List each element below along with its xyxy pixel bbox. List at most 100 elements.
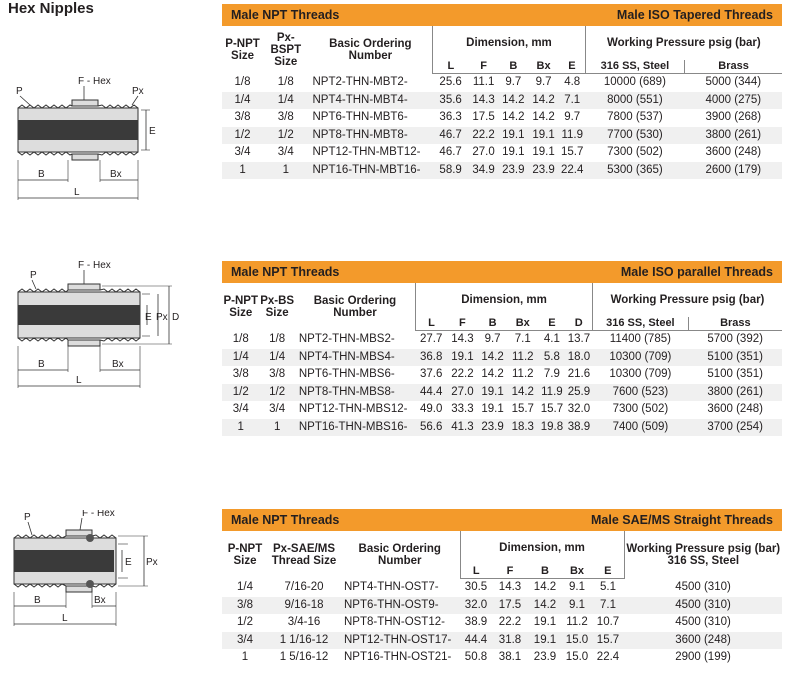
table-cell: NPT2-THN-MBS2- xyxy=(298,332,395,345)
table-row: 1/2 1/2 NPT8-THN-MBT8- 46.7 22.2 19.1 19.1 11.9… xyxy=(222,126,782,144)
table-cell: 15.7 xyxy=(540,403,564,415)
label-e: E xyxy=(149,126,156,137)
table-cell: 7.1 xyxy=(514,333,531,345)
label-p: P xyxy=(16,86,23,97)
table-cell: 3/8 xyxy=(277,111,294,123)
table-cell: 13.7 xyxy=(567,333,591,345)
table-cell: 1/8 xyxy=(277,75,294,88)
table-cell: 14.2 xyxy=(507,383,539,401)
table-cell: 3800 (261) xyxy=(684,126,782,144)
table-cell: 3900 (268) xyxy=(705,111,762,123)
table-cell: 23.9 xyxy=(533,651,557,663)
table-cell: NPT4-THN-MBT4- xyxy=(308,91,433,109)
table-cell: 5700 (392) xyxy=(707,333,763,345)
table-row: 3/8 9/16-18 NPT6-THN-OST9- 32.0 17.5 14.2 9.1 7… xyxy=(222,596,782,614)
wp-col: Brass xyxy=(684,60,782,74)
table-cell: 5.8 xyxy=(538,348,566,366)
table-cell: NPT12-THN-OST17- xyxy=(340,631,460,649)
table-row: 1/2 1/2 NPT8-THN-MBS8- 44.4 27.0 19.1 14.2 11.9… xyxy=(222,383,782,401)
table-cell: 14.2 xyxy=(532,111,555,123)
table-row: 1/4 1/4 NPT4-THN-MBT4- 35.6 14.3 14.2 14.2 7.1 8… xyxy=(222,91,782,109)
label-f-hex: F - Hex xyxy=(82,510,115,519)
dim-col: B xyxy=(498,60,528,74)
dim-col: E xyxy=(592,565,624,579)
left-thread-title: Male NPT Threads xyxy=(231,265,340,279)
table-cell: NPT6-THN-MBS6- xyxy=(298,368,395,380)
table-cell: 1/2 xyxy=(222,383,260,401)
table-cell: 3/4 xyxy=(222,631,268,649)
table-cell: NPT6-THN-OST9- xyxy=(340,596,460,614)
table-cell: 7800 (537) xyxy=(607,111,663,123)
label-px: Px xyxy=(156,312,168,323)
dim-col: B xyxy=(478,317,508,331)
table-cell: 10300 (709) xyxy=(609,368,672,380)
table-cell: 46.7 xyxy=(439,146,462,158)
table-cell: 19.1 xyxy=(502,146,525,158)
right-thread-title: Male SAE/MS Straight Threads xyxy=(591,513,773,527)
table-cell: 22.2 xyxy=(451,368,474,380)
table-cell: NPT4-THN-OST7- xyxy=(344,580,439,593)
dim-col: F xyxy=(468,60,499,74)
table-cell: 3/4 xyxy=(269,403,286,415)
table-cell: 11.2 xyxy=(512,368,534,380)
table-cell: 3/4-16 xyxy=(287,616,321,628)
table-cell: 1/2 xyxy=(237,616,253,628)
label-f-hex: F - Hex xyxy=(78,76,111,87)
spec-table: P-NPT Size Px-SAE/MS Thread Size Basic O… xyxy=(222,531,782,667)
table-cell: 1 xyxy=(222,161,264,179)
table-cell: 35.6 xyxy=(432,91,469,109)
label-bx: Bx xyxy=(94,595,106,606)
table-cell: 9.7 xyxy=(535,76,552,88)
table-cell: 46.7 xyxy=(432,126,469,144)
table-cell: 33.3 xyxy=(451,403,474,415)
label-bx: Bx xyxy=(110,169,122,180)
table-cell: 41.3 xyxy=(446,418,479,436)
dim-col: E xyxy=(559,60,586,74)
table-cell: 32.0 xyxy=(567,403,591,415)
table-cell: 3700 (254) xyxy=(688,418,782,436)
table-cell: 58.9 xyxy=(432,161,469,179)
table-cell: 36.8 xyxy=(415,348,447,366)
table-cell: 3600 (248) xyxy=(624,631,782,649)
col-ordering-number: Basic Ordering Number xyxy=(313,294,397,319)
table-cell: 14.2 xyxy=(498,91,528,109)
table-cell: 1/4 xyxy=(263,91,309,109)
table-cell: 1/8 xyxy=(234,75,251,88)
table-cell: 44.4 xyxy=(415,383,447,401)
table-row: 3/4 1 1/16-12 NPT12-THN-OST17- 44.4 31.8 19.1… xyxy=(222,631,782,649)
col-p-npt-size: P-NPT Size xyxy=(227,542,263,567)
table-cell: 17.5 xyxy=(492,596,528,614)
dim-col: Bx xyxy=(527,60,560,74)
hex-nipple-drawing-tapered: P F - Hex Px E B Bx L xyxy=(16,76,156,200)
table-cell: 8000 (551) xyxy=(585,91,685,109)
table-cell: 9.1 xyxy=(562,596,592,614)
table-cell: 25.6 xyxy=(439,76,462,88)
col-ordering-number: Basic Ordering Number xyxy=(329,37,412,62)
table-cell: NPT12-THN-MBT12- xyxy=(312,146,421,158)
table-cell: 10300 (709) xyxy=(592,348,689,366)
table-cell: 1/4 xyxy=(222,348,260,366)
table-cell: 1 xyxy=(259,418,295,436)
table-header-bar: Male NPT Threads Male SAE/MS Straight Th… xyxy=(222,509,782,531)
table-cell: 1 xyxy=(222,418,260,436)
table-cell: 19.1 xyxy=(498,126,528,144)
dim-col: F xyxy=(446,317,479,331)
dimension-header: Dimension, mm xyxy=(459,531,624,565)
label-b: B xyxy=(34,595,41,606)
hex-nipple-drawing-parallel: P F - Hex E Px D B Bx L xyxy=(17,260,179,388)
table-cell: 1/4 xyxy=(237,580,253,593)
table-cell: 10.7 xyxy=(596,616,620,628)
dimension-header: Dimension, mm xyxy=(415,283,593,317)
table-cell: 4.8 xyxy=(564,76,581,88)
table-cell: 38.1 xyxy=(498,651,522,663)
table-cell: 3/8 xyxy=(222,596,268,614)
table-cell: 18.0 xyxy=(565,348,593,366)
table-cell: 14.2 xyxy=(533,581,557,593)
label-px: Px xyxy=(146,557,158,568)
table-cell: 5.1 xyxy=(600,581,616,593)
table-cell: 22.4 xyxy=(559,161,586,179)
table-cell: 18.3 xyxy=(507,418,539,436)
spec-table-sae: Male NPT Threads Male SAE/MS Straight Th… xyxy=(222,509,782,667)
table-cell: 3/4 xyxy=(234,146,251,158)
label-bx: Bx xyxy=(112,359,124,370)
